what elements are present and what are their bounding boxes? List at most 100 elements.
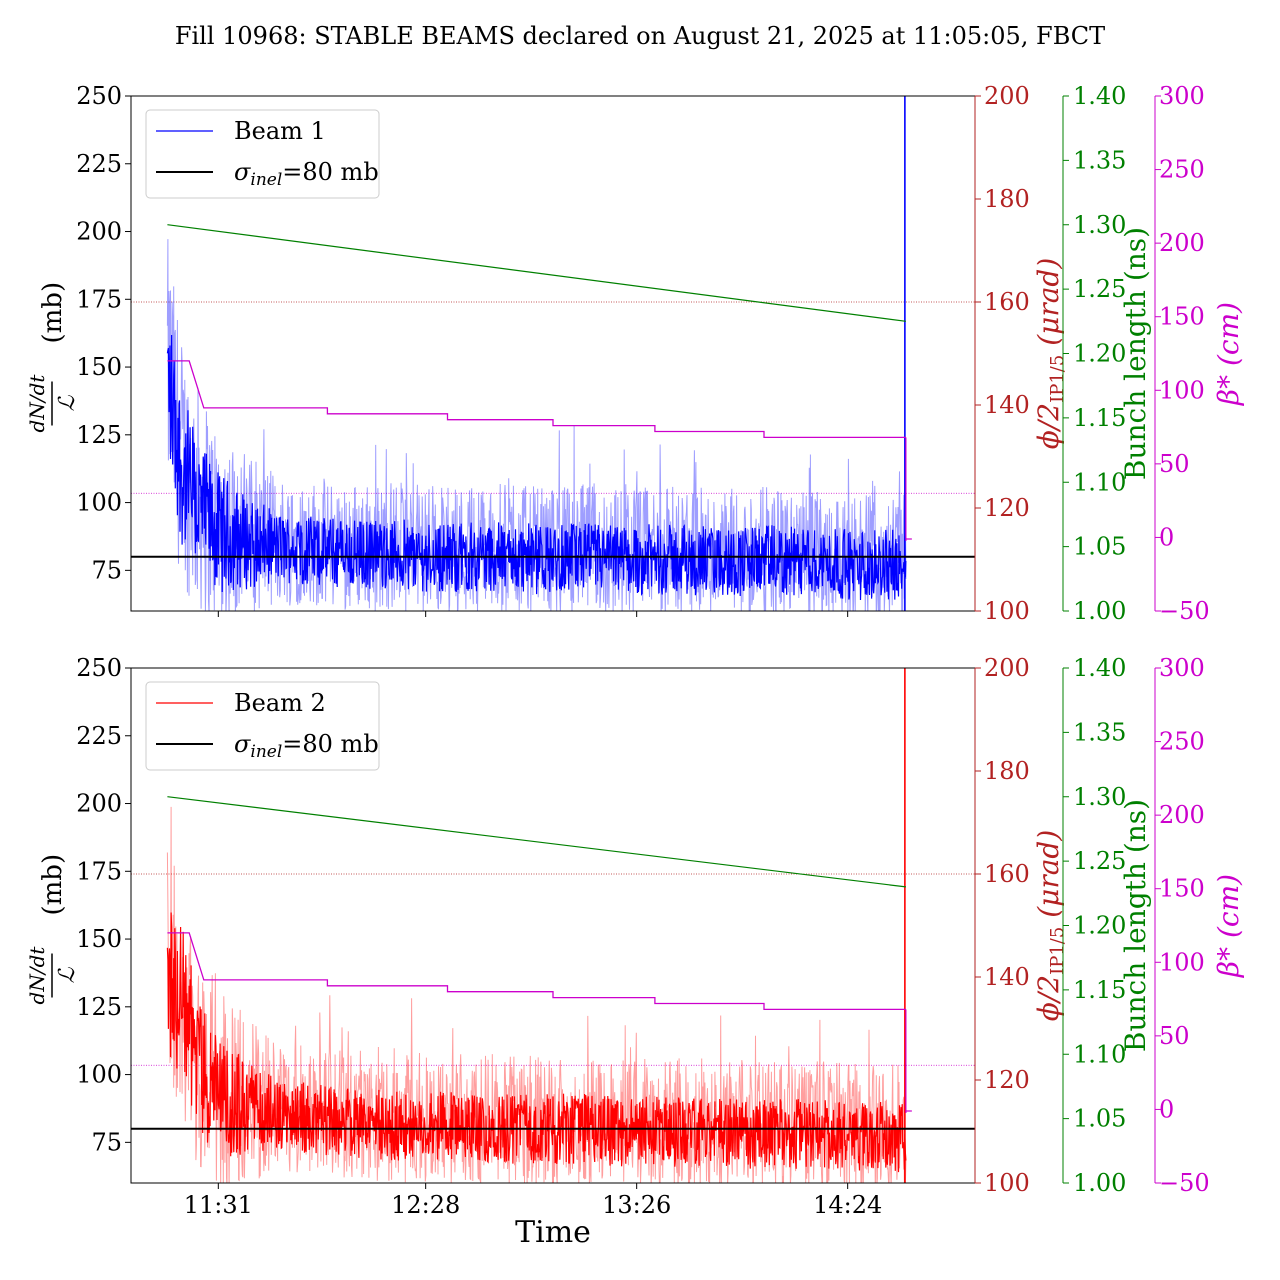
beta-axis-label: β* (cm) [1212,302,1245,406]
beta-tick-label: −50 [1159,597,1210,625]
beta-tick-label: 50 [1159,450,1190,478]
y-tick-label: 250 [76,654,122,682]
x-tick-label: 14:24 [813,1191,882,1219]
y-tick-label: 125 [76,421,122,449]
phi-tick-label: 160 [984,860,1030,888]
phi-tick-label: 100 [984,1169,1030,1197]
panel-1: 75 100 125 150 175 200 225 250 dN/dt ℒ (mb) 100 120 1… [25,82,1245,625]
y-tick-label: 100 [76,1061,122,1089]
y-tick-label: 225 [76,722,122,750]
y-label-unit: (mb) [38,854,68,916]
y-label-denominator: ℒ [55,966,80,983]
bunch-tick-label: 1.15 [1073,976,1126,1004]
beta-tick-label: 250 [1159,728,1205,756]
beta-tick-label: 50 [1159,1022,1190,1050]
beta-tick-label: 200 [1159,229,1205,257]
panel-2: 75 100 125 150 175 200 225 250 dN/dt ℒ (mb) 11:31 12… [25,654,1245,1219]
beta-tick-label: 100 [1159,948,1205,976]
beta-axis-label: β* (cm) [1212,874,1245,978]
beta-tick-label: −50 [1159,1169,1210,1197]
bunch-tick-label: 1.35 [1073,718,1126,746]
y-label-numerator: dN/dt [25,946,49,1005]
legend-series-label: Beam 1 [234,117,326,145]
beta-tick-label: 150 [1159,875,1205,903]
legend-ref-label: σinel=80 mb [234,158,379,190]
bunch-axis-label: Bunch length (ns) [1119,799,1152,1052]
legend-series-label: Beam 2 [234,689,326,717]
phi-tick-label: 140 [984,963,1030,991]
beta-tick-label: 150 [1159,303,1205,331]
phi-label-sub: IP1/5 [1047,927,1068,975]
bunch-length-line [167,796,906,888]
series-trace [166,912,907,1173]
y-axis-label: dN/dt ℒ (mb) [25,854,80,1005]
phi-label-unit: (μrad) [1032,258,1065,355]
y-label-unit: (mb) [38,282,68,344]
legend: Beam 1 σinel=80 mb [145,109,380,199]
phi-tick-label: 100 [984,597,1030,625]
bunch-length-axis: 1.00 1.05 1.10 1.15 1.20 1.25 1.30 1.35 1.40 Bunc… [1062,82,1152,625]
y-tick-label: 175 [76,285,122,313]
y-label-denominator: ℒ [55,394,80,411]
y-tick-label: 175 [76,857,122,885]
chart-title: Fill 10968: STABLE BEAMS declared on Aug… [175,22,1105,50]
phi-axis-label: ϕ/2IP1/5 (μrad) [1032,258,1068,450]
phi-tick-label: 180 [984,757,1030,785]
phi-tick-label: 180 [984,185,1030,213]
y-tick-label: 225 [76,150,122,178]
series-trace [166,334,907,601]
bunch-tick-label: 1.35 [1073,146,1126,174]
y-tick-label: 75 [91,556,122,584]
legend-ref-symbol: σ [234,730,251,758]
bunch-tick-label: 1.40 [1073,654,1126,682]
beta-star-line [167,932,906,1011]
bunch-tick-label: 1.40 [1073,82,1126,110]
bunch-tick-label: 1.10 [1073,1040,1126,1068]
beta-tick-label: 0 [1159,1095,1174,1123]
beta-star-line [167,360,906,439]
phi-tick-label: 160 [984,288,1030,316]
plot-area [131,96,975,611]
y-tick-label: 150 [76,925,122,953]
bunch-tick-label: 1.05 [1073,533,1126,561]
x-tick-label: 13:26 [602,1191,671,1219]
beta-tick-label: 0 [1159,523,1174,551]
bunch-tick-label: 1.20 [1073,912,1126,940]
beta-tick-label: 100 [1159,376,1205,404]
y-axis-label: dN/dt ℒ (mb) [25,282,80,433]
beta-tick-label: 250 [1159,156,1205,184]
beta-axis: −50 0 50 100 150 200 250 300 β* (cm) [1154,82,1245,625]
y-tick-label: 200 [76,790,122,818]
phi-axis: 100 120 140 160 180 200 ϕ/2IP1/5 (μrad) [974,82,1068,625]
beta-axis: −50 0 50 100 150 200 250 300 β* (cm) [1154,654,1245,1197]
phi-tick-label: 200 [984,654,1030,682]
phi-tick-label: 140 [984,391,1030,419]
phi-label-main: ϕ/2 [1032,403,1065,449]
bunch-tick-label: 1.25 [1073,847,1126,875]
bunch-tick-label: 1.25 [1073,275,1126,303]
phi-axis-label: ϕ/2IP1/5 (μrad) [1032,830,1068,1022]
x-tick-label: 11:31 [184,1191,253,1219]
y-tick-label: 200 [76,218,122,246]
x-axis-label: Time [515,1215,591,1250]
legend-box [145,109,380,199]
series-light-trace [166,239,907,611]
y-tick-label: 250 [76,82,122,110]
beta-tick-label: 200 [1159,801,1205,829]
phi-tick-label: 120 [984,494,1030,522]
bunch-length-axis: 1.00 1.05 1.10 1.15 1.20 1.25 1.30 1.35 1.40 Bunc… [1062,654,1152,1197]
bunch-axis-label: Bunch length (ns) [1119,227,1152,480]
y-tick-label: 150 [76,353,122,381]
bunch-tick-label: 1.30 [1073,783,1126,811]
bunch-tick-label: 1.30 [1073,211,1126,239]
legend-ref-subscript: inel [250,742,282,762]
bunch-tick-label: 1.05 [1073,1105,1126,1133]
y-label-numerator: dN/dt [25,374,49,433]
bunch-tick-label: 1.00 [1073,1169,1126,1197]
x-tick-label: 12:28 [391,1191,460,1219]
phi-label-main: ϕ/2 [1032,975,1065,1021]
y-tick-label: 125 [76,993,122,1021]
legend: Beam 2 σinel=80 mb [145,681,380,771]
bunch-tick-label: 1.20 [1073,340,1126,368]
